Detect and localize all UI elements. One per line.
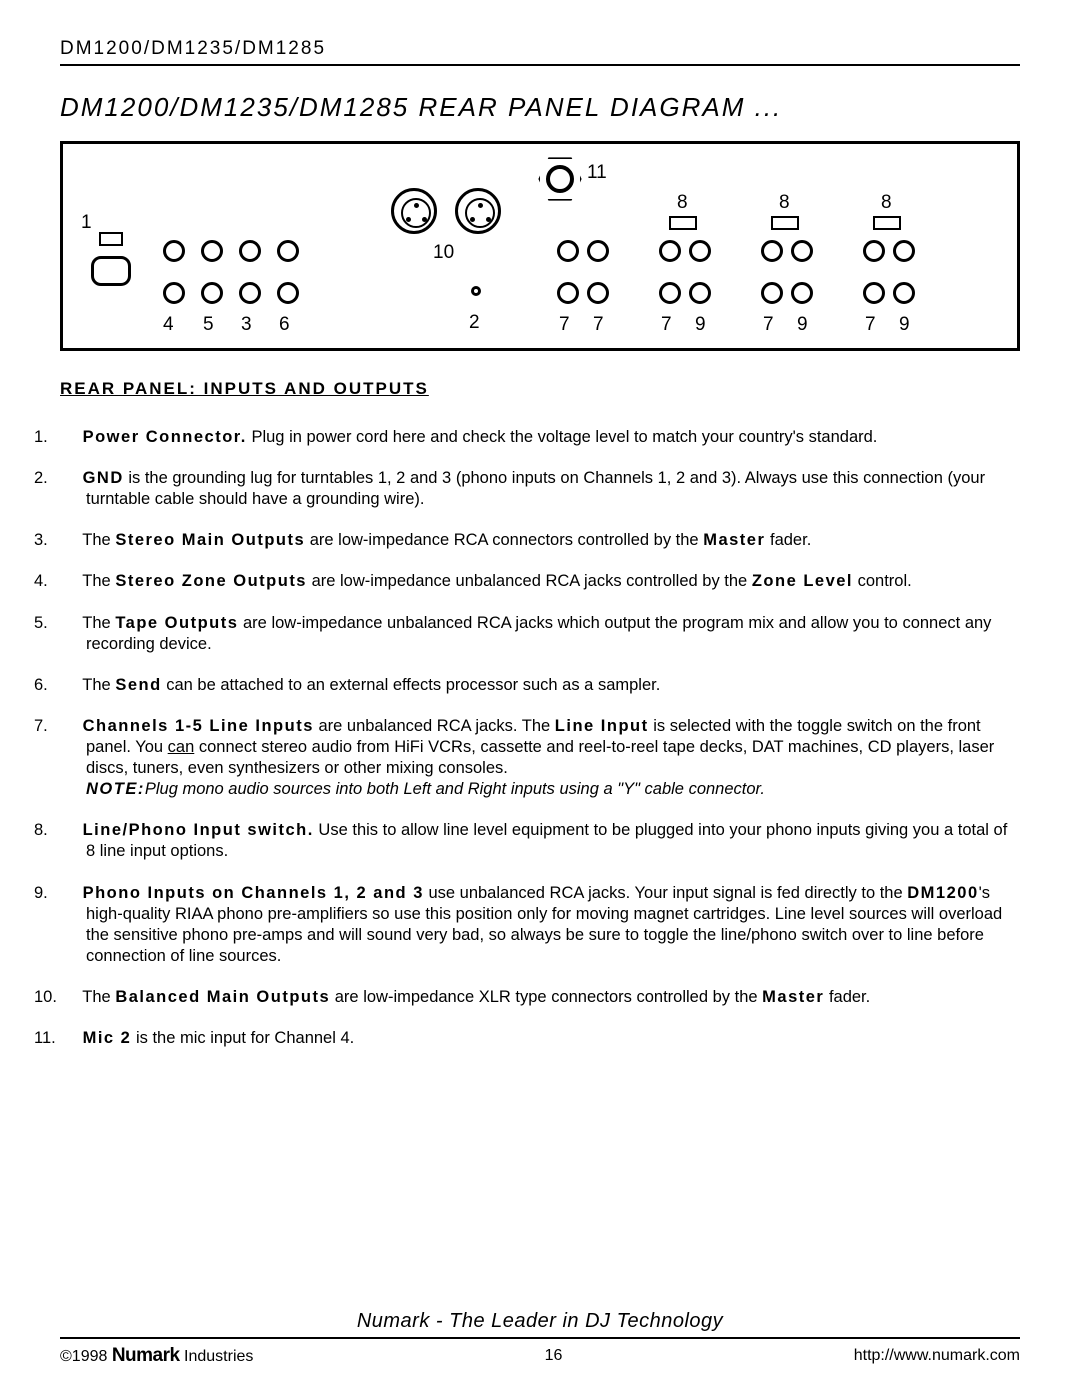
brand-logo-text: Numark	[112, 1345, 180, 1366]
xlr-connector-icon	[391, 188, 437, 234]
rca-jack	[893, 240, 915, 262]
page-number: 16	[545, 1347, 563, 1365]
list-item: 8. Line/Phono Input switch. Use this to …	[60, 820, 1020, 862]
rca-jack	[201, 240, 223, 262]
page-footer: Numark - The Leader in DJ Technology ©19…	[60, 1310, 1020, 1367]
diag-label-7c: 7	[661, 314, 672, 336]
rca-jack	[587, 282, 609, 304]
diag-label-9b: 9	[797, 314, 808, 336]
diag-label-2: 2	[469, 312, 480, 334]
list-item: 2. GND is the grounding lug for turntabl…	[60, 468, 1020, 510]
line-phono-switch-icon	[873, 216, 901, 230]
header-model-line: DM1200/DM1235/DM1285	[60, 38, 1020, 66]
diag-label-10: 10	[433, 242, 454, 264]
diag-label-7a: 7	[559, 314, 570, 336]
rca-jack	[893, 282, 915, 304]
line-phono-switch-icon	[669, 216, 697, 230]
rca-jack	[163, 240, 185, 262]
rca-jack	[659, 282, 681, 304]
rca-jack	[761, 240, 783, 262]
rca-jack	[239, 282, 261, 304]
diag-label-9a: 9	[695, 314, 706, 336]
rca-jack	[163, 282, 185, 304]
diag-label-9c: 9	[899, 314, 910, 336]
list-item: 6. The Send can be attached to an extern…	[60, 675, 1020, 696]
list-item: 3. The Stereo Main Outputs are low-imped…	[60, 530, 1020, 551]
diag-label-5: 5	[203, 314, 214, 336]
diag-label-7b: 7	[593, 314, 604, 336]
page-title: DM1200/DM1235/DM1285 REAR PANEL DIAGRAM …	[60, 92, 1020, 123]
footer-url: http://www.numark.com	[854, 1347, 1020, 1365]
list-item: 1. Power Connector. Plug in power cord h…	[60, 427, 1020, 448]
rca-jack	[689, 282, 711, 304]
list-item: 7. Channels 1-5 Line Inputs are unbalanc…	[60, 716, 1020, 800]
rca-jack	[659, 240, 681, 262]
list-item: 4. The Stereo Zone Outputs are low-imped…	[60, 571, 1020, 592]
diag-label-11: 11	[587, 162, 607, 184]
rca-jack	[277, 282, 299, 304]
diag-label-4: 4	[163, 314, 174, 336]
diag-label-7e: 7	[865, 314, 876, 336]
rca-jack	[863, 240, 885, 262]
rca-jack	[791, 240, 813, 262]
rca-jack	[201, 282, 223, 304]
diag-label-8b: 8	[779, 192, 790, 214]
diag-label-3: 3	[241, 314, 252, 336]
list-item: 10. The Balanced Main Outputs are low-im…	[60, 987, 1020, 1008]
xlr-connector-icon	[455, 188, 501, 234]
rca-jack	[689, 240, 711, 262]
diag-label-1: 1	[81, 212, 92, 234]
rca-jack	[239, 240, 261, 262]
list-item: 5. The Tape Outputs are low-impedance un…	[60, 613, 1020, 655]
gnd-lug-icon	[471, 286, 481, 296]
rca-jack	[587, 240, 609, 262]
rear-panel-diagram: 1 4 5 3 6 10 2 11 8 8 8	[60, 141, 1020, 351]
mic-connector-icon	[537, 156, 583, 202]
list-item: 11. Mic 2 is the mic input for Channel 4…	[60, 1028, 1020, 1049]
list-item: 9. Phono Inputs on Channels 1, 2 and 3 u…	[60, 883, 1020, 967]
rca-jack	[557, 240, 579, 262]
footer-copyright: ©1998 Numark Industries	[60, 1345, 253, 1367]
rca-jack	[277, 240, 299, 262]
copyright-post: Industries	[180, 1348, 254, 1365]
rca-jack	[863, 282, 885, 304]
copyright-pre: ©1998	[60, 1348, 112, 1365]
rca-jack	[791, 282, 813, 304]
line-phono-switch-icon	[771, 216, 799, 230]
rca-jack	[557, 282, 579, 304]
diag-label-6: 6	[279, 314, 290, 336]
power-small-rect	[99, 232, 123, 246]
diag-label-8a: 8	[677, 192, 688, 214]
rca-jack	[761, 282, 783, 304]
footer-tagline: Numark - The Leader in DJ Technology	[60, 1310, 1020, 1339]
section-heading: REAR PANEL: INPUTS AND OUTPUTS	[60, 379, 1020, 399]
inputs-outputs-list: 1. Power Connector. Plug in power cord h…	[60, 427, 1020, 1049]
diag-label-7d: 7	[763, 314, 774, 336]
diag-label-8c: 8	[881, 192, 892, 214]
power-connector-icon	[91, 256, 131, 286]
